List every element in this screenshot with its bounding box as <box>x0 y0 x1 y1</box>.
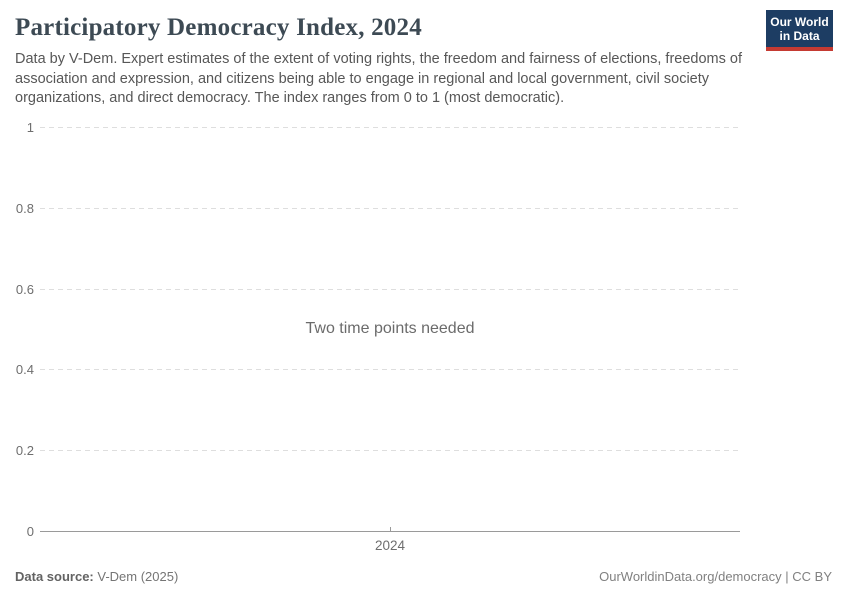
empty-state-message: Two time points needed <box>305 320 475 337</box>
x-axis-tick-label: 2024 <box>374 538 406 553</box>
owid-logo-line2: in Data <box>779 29 820 43</box>
owid-logo[interactable]: Our World in Data <box>766 10 833 51</box>
data-source-label: Data source: <box>15 569 94 584</box>
y-axis-tick-label: 1 <box>26 120 34 135</box>
y-axis-tick-label: 0.2 <box>15 443 34 458</box>
page-title: Participatory Democracy Index, 2024 <box>15 14 422 41</box>
chart-subtitle: Data by V-Dem. Expert estimates of the e… <box>15 51 742 106</box>
x-axis-tick-mark <box>390 527 391 531</box>
y-gridline <box>40 369 740 370</box>
y-gridline <box>40 289 740 290</box>
data-source-note: Data source: V-Dem (2025) <box>15 569 178 584</box>
y-axis-tick-label: 0 <box>26 524 34 539</box>
x-axis-line <box>40 531 740 532</box>
attribution-link[interactable]: OurWorldinData.org/democracy | CC BY <box>599 569 832 584</box>
owid-logo-line1: Our World <box>770 15 829 29</box>
y-gridline <box>40 450 740 451</box>
y-gridline <box>40 127 740 128</box>
y-axis-tick-label: 0.6 <box>15 282 34 297</box>
data-source-value: V-Dem (2025) <box>97 569 179 584</box>
y-axis-tick-label: 0.4 <box>15 362 34 377</box>
owid-logo-accent-bar <box>766 47 833 51</box>
y-gridline <box>40 208 740 209</box>
y-axis-tick-label: 0.8 <box>15 201 34 216</box>
